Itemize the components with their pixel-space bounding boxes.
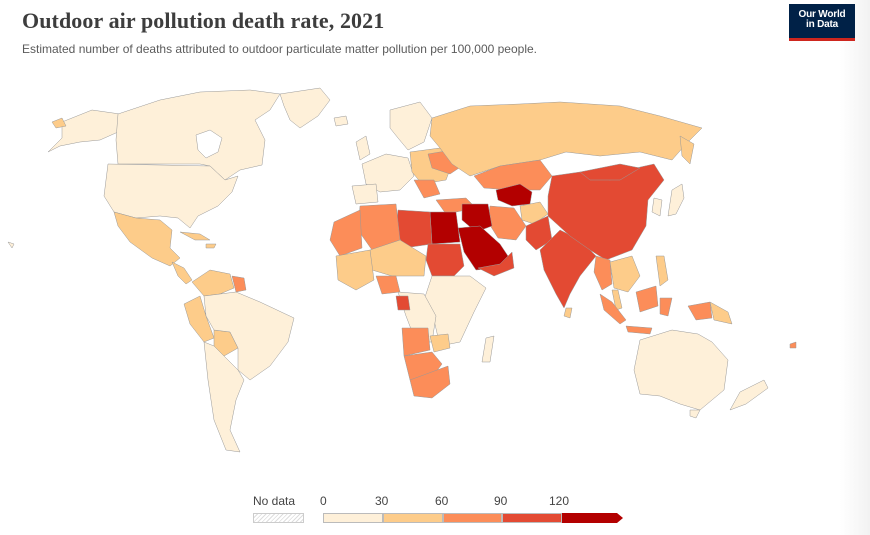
- region-alaska[interactable]: [47, 109, 121, 153]
- region-gabon[interactable]: [395, 295, 411, 311]
- region-scandinavia[interactable]: [389, 101, 433, 151]
- region-borneo[interactable]: [635, 285, 659, 313]
- region-brazil[interactable]: [203, 291, 295, 381]
- region-argentina-chile[interactable]: [203, 341, 245, 453]
- region-australia[interactable]: [633, 329, 729, 411]
- right-edge-fade: [840, 0, 870, 535]
- region-cuba[interactable]: [179, 231, 211, 241]
- region-morocco-mauritania[interactable]: [329, 209, 363, 257]
- region-nigeria[interactable]: [375, 275, 401, 295]
- legend-no-data-swatch[interactable]: [253, 513, 304, 523]
- owid-logo[interactable]: Our World in Data: [789, 4, 855, 41]
- region-myanmar-bangladesh[interactable]: [593, 255, 613, 291]
- region-russia[interactable]: [429, 101, 703, 177]
- region-south-africa[interactable]: [409, 365, 451, 399]
- region-madagascar[interactable]: [481, 335, 495, 363]
- legend-tick-60: 60: [435, 494, 449, 508]
- legend-bin-120-plus[interactable]: [562, 513, 617, 523]
- region-java[interactable]: [625, 325, 653, 335]
- region-iberia[interactable]: [351, 183, 379, 205]
- legend-no-data-label: No data: [253, 494, 296, 508]
- region-yemen-oman[interactable]: [477, 251, 515, 277]
- legend-tick-0: 0: [320, 494, 327, 508]
- region-sumatra[interactable]: [599, 293, 627, 325]
- region-angola[interactable]: [401, 327, 431, 357]
- logo-line2: in Data: [806, 19, 838, 30]
- region-fiji[interactable]: [789, 341, 797, 349]
- legend-bin-90-120[interactable]: [502, 513, 562, 523]
- region-guyana-suriname[interactable]: [231, 275, 247, 293]
- region-uk-ireland[interactable]: [355, 135, 371, 161]
- region-greenland[interactable]: [279, 87, 331, 129]
- region-korea[interactable]: [651, 197, 663, 217]
- region-hudson-bay[interactable]: [195, 129, 223, 159]
- legend-tick-30: 30: [375, 494, 389, 508]
- region-hispaniola[interactable]: [205, 243, 217, 249]
- region-southeast-asia[interactable]: [609, 255, 641, 293]
- region-pakistan[interactable]: [525, 215, 553, 251]
- region-kamchatka[interactable]: [679, 135, 695, 165]
- region-iran[interactable]: [487, 205, 527, 241]
- region-sudan[interactable]: [425, 243, 465, 277]
- region-new-zealand[interactable]: [729, 379, 769, 411]
- world-map[interactable]: [0, 80, 830, 480]
- legend-tick-120: 120: [549, 494, 570, 508]
- region-west-africa[interactable]: [335, 249, 375, 291]
- region-colombia-venezuela[interactable]: [191, 269, 235, 297]
- region-new-guinea-west[interactable]: [687, 301, 713, 321]
- region-kazakhstan[interactable]: [473, 159, 553, 191]
- legend-bin-30-60[interactable]: [383, 513, 443, 523]
- color-legend: No data 0 30 60 90 120: [250, 494, 630, 534]
- legend-bin-0-30[interactable]: [323, 513, 383, 523]
- region-egypt[interactable]: [429, 211, 461, 245]
- region-zambia[interactable]: [429, 333, 451, 353]
- chart-title: Outdoor air pollution death rate, 2021: [22, 8, 385, 33]
- region-tasmania[interactable]: [689, 409, 701, 419]
- region-balkans[interactable]: [413, 179, 441, 199]
- region-hawaii[interactable]: [7, 241, 15, 249]
- region-papua-new-guinea[interactable]: [709, 301, 733, 325]
- legend-tick-90: 90: [494, 494, 508, 508]
- region-central-america[interactable]: [171, 261, 193, 285]
- legend-bin-60-90[interactable]: [443, 513, 502, 523]
- region-malay-peninsula[interactable]: [611, 289, 623, 311]
- region-japan[interactable]: [667, 183, 685, 217]
- legend-arrow-icon: [617, 513, 623, 523]
- region-sri-lanka[interactable]: [563, 307, 573, 319]
- region-iraq-syria[interactable]: [461, 203, 493, 233]
- region-alaska-west[interactable]: [51, 117, 67, 129]
- region-sulawesi[interactable]: [659, 297, 673, 317]
- logo-line1: Our World: [798, 9, 846, 20]
- region-mongolia[interactable]: [579, 163, 641, 181]
- region-mexico[interactable]: [113, 211, 181, 267]
- chart-subtitle: Estimated number of deaths attributed to…: [22, 42, 537, 56]
- region-iceland[interactable]: [333, 115, 349, 127]
- region-philippines[interactable]: [655, 255, 669, 287]
